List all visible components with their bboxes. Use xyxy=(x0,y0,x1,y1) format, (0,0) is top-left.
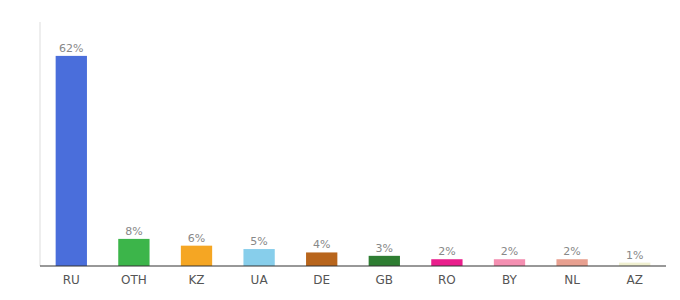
data-label: 2% xyxy=(438,245,455,258)
x-axis-line xyxy=(40,265,666,266)
data-label: 3% xyxy=(376,242,393,255)
bar xyxy=(369,256,400,266)
bar xyxy=(431,259,462,266)
data-label: 6% xyxy=(188,232,205,245)
bar xyxy=(181,246,212,266)
data-label: 2% xyxy=(563,245,580,258)
data-label: 4% xyxy=(313,238,330,251)
bars xyxy=(56,56,651,266)
chart: 62% 8% 6% 5% 4% 3% 2% 2% 2% 1% RU OTH KZ UA DE GB RO BY NL… xyxy=(0,0,680,300)
x-tick-label: BY xyxy=(502,273,518,287)
y-axis-line xyxy=(40,22,41,266)
x-tick-label: GB xyxy=(376,273,394,287)
data-label: 5% xyxy=(250,235,267,248)
data-label: 62% xyxy=(59,42,83,55)
x-tick-label: KZ xyxy=(188,273,204,287)
bar xyxy=(118,239,149,266)
x-tick-label: NL xyxy=(564,273,580,287)
bar xyxy=(494,259,525,266)
page: {"chart_data": {"type": "bar", "categori… xyxy=(0,0,680,300)
x-tick-label: OTH xyxy=(121,273,147,287)
data-label: 1% xyxy=(626,249,643,262)
x-tick-label: AZ xyxy=(626,273,642,287)
x-tick-label: RO xyxy=(438,273,456,287)
bar xyxy=(306,252,337,266)
data-label: 2% xyxy=(501,245,518,258)
bar xyxy=(243,249,274,266)
x-tick-label: DE xyxy=(313,273,330,287)
data-label: 8% xyxy=(125,225,142,238)
bar xyxy=(556,259,587,266)
bar xyxy=(56,56,87,266)
x-tick-label: RU xyxy=(63,273,80,287)
data-labels: 62% 8% 6% 5% 4% 3% 2% 2% 2% 1% xyxy=(59,42,643,262)
x-tick-labels: RU OTH KZ UA DE GB RO BY NL AZ xyxy=(63,273,643,287)
x-tick-label: UA xyxy=(251,273,269,287)
